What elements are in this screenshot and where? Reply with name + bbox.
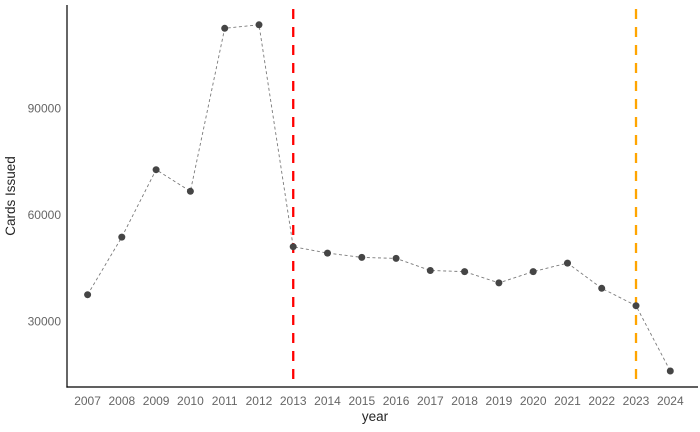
x-tick-label-2012: 2012 (246, 394, 273, 408)
data-point-2012 (255, 21, 263, 29)
data-point-2017 (426, 267, 434, 274)
data-point-2014 (324, 249, 331, 257)
x-tick-label-2011: 2011 (212, 394, 238, 408)
data-point-2007 (84, 291, 92, 299)
x-tick-label-2019: 2019 (486, 394, 513, 408)
data-point-2016 (392, 254, 400, 262)
x-tick-label-2013: 2013 (280, 394, 307, 408)
x-tick-label-2014: 2014 (314, 394, 341, 408)
data-point-2022 (598, 284, 606, 292)
y-tick-label-90000: 90000 (28, 101, 62, 115)
data-point-2021 (564, 259, 571, 267)
data-point-2024 (666, 367, 674, 375)
data-point-2020 (529, 268, 537, 276)
x-tick-label-2017: 2017 (417, 394, 444, 408)
x-tick-label-2008: 2008 (108, 394, 135, 408)
data-series-line (87, 24, 671, 372)
data-point-2015 (358, 253, 366, 261)
x-tick-label-2018: 2018 (451, 394, 478, 408)
x-tick-label-2007: 2007 (74, 394, 101, 408)
x-tick-label-2023: 2023 (623, 394, 650, 408)
x-tick-label-2024: 2024 (657, 394, 684, 408)
data-point-2018 (461, 268, 469, 276)
x-tick-label-2010: 2010 (177, 394, 204, 408)
x-tick-label-2009: 2009 (143, 394, 170, 408)
data-point-2008 (118, 233, 126, 241)
x-tick-label-2015: 2015 (348, 394, 375, 408)
x-tick-label-2020: 2020 (520, 394, 547, 408)
x-tick-label-2021: 2021 (554, 394, 581, 408)
y-tick-label-60000: 60000 (28, 208, 62, 222)
data-point-2023 (632, 302, 640, 310)
data-point-2013 (289, 243, 297, 251)
data-point-2011 (221, 24, 229, 32)
data-point-2019 (495, 279, 503, 287)
y-tick-label-30000: 30000 (28, 314, 62, 328)
x-tick-label-2016: 2016 (383, 394, 410, 408)
y-axis-title: Cards Issued (3, 156, 18, 236)
x-axis-title: year (361, 409, 389, 424)
x-tick-label-2022: 2022 (588, 394, 615, 408)
data-point-2009 (152, 166, 160, 174)
data-point-2010 (186, 187, 194, 195)
